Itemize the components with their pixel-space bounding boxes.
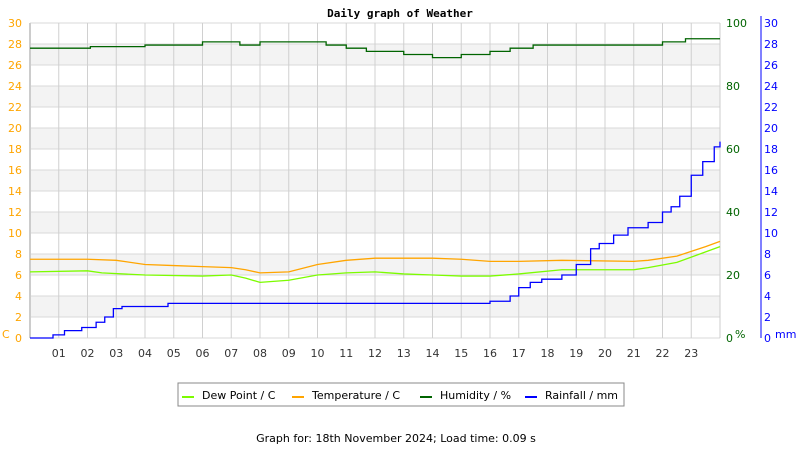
legend: Dew Point / C Temperature / C Humidity / %… <box>177 382 625 407</box>
rainfall-tick-label: 14 <box>764 185 778 198</box>
x-tick-label: 23 <box>684 347 698 360</box>
left-tick-label: 16 <box>8 164 22 177</box>
x-tick-label: 18 <box>541 347 555 360</box>
rainfall-tick-label: 20 <box>764 122 778 135</box>
x-tick-label: 07 <box>224 347 238 360</box>
left-tick-label: 6 <box>15 269 22 282</box>
left-tick-label: 20 <box>8 122 22 135</box>
rainfall-tick-label: 6 <box>764 269 771 282</box>
footer-text: Graph for: 18th November 2024; Load time… <box>256 432 536 445</box>
x-tick-label: 04 <box>138 347 152 360</box>
x-tick-label: 03 <box>109 347 123 360</box>
x-tick-label: 08 <box>253 347 267 360</box>
humidity-axis-unit: % <box>735 328 745 341</box>
rainfall-tick-label: 26 <box>764 59 778 72</box>
left-tick-label: 0 <box>15 332 22 345</box>
legend-label: Humidity / % <box>440 389 511 402</box>
rainfall-tick-label: 18 <box>764 143 778 156</box>
x-tick-label: 22 <box>656 347 670 360</box>
series-line-temperature <box>30 240 721 274</box>
left-tick-label: 8 <box>15 248 22 261</box>
series-line-humidity <box>30 38 720 59</box>
rainfall-tick-label: 16 <box>764 164 778 177</box>
rainfall-tick-label: 8 <box>764 248 771 261</box>
rainfall-tick-label: 0 <box>764 332 771 345</box>
x-tick-label: 01 <box>52 347 66 360</box>
rainfall-tick-label: 2 <box>764 311 771 324</box>
rainfall-tick-label: 10 <box>764 227 778 240</box>
x-tick-label: 17 <box>512 347 526 360</box>
x-tick-label: 15 <box>454 347 468 360</box>
humidity-tick-label: 20 <box>726 269 740 282</box>
rainfall-tick-label: 24 <box>764 80 778 93</box>
humidity-tick-label: 40 <box>726 206 740 219</box>
humidity-tick-label: 60 <box>726 143 740 156</box>
x-tick-label: 16 <box>483 347 497 360</box>
left-axis-unit: C <box>2 328 10 341</box>
left-tick-label: 18 <box>8 143 22 156</box>
humidity-tick-label: 100 <box>726 17 747 30</box>
left-tick-label: 24 <box>8 80 22 93</box>
legend-label: Temperature / C <box>311 389 400 402</box>
left-tick-label: 14 <box>8 185 22 198</box>
left-tick-label: 22 <box>8 101 22 114</box>
rainfall-tick-label: 12 <box>764 206 778 219</box>
left-tick-label: 26 <box>8 59 22 72</box>
x-tick-label: 21 <box>627 347 641 360</box>
left-tick-label: 30 <box>8 17 22 30</box>
left-tick-label: 10 <box>8 227 22 240</box>
left-tick-label: 28 <box>8 38 22 51</box>
x-tick-label: 05 <box>167 347 181 360</box>
left-tick-label: 4 <box>15 290 22 303</box>
humidity-tick-label: 80 <box>726 80 740 93</box>
rainfall-tick-label: 22 <box>764 101 778 114</box>
rainfall-tick-label: 28 <box>764 38 778 51</box>
chart-title: Daily graph of Weather <box>327 7 473 20</box>
x-tick-label: 14 <box>426 347 440 360</box>
x-tick-label: 10 <box>311 347 325 360</box>
rainfall-tick-label: 4 <box>764 290 771 303</box>
x-tick-label: 13 <box>397 347 411 360</box>
x-tick-label: 11 <box>339 347 353 360</box>
x-tick-label: 12 <box>368 347 382 360</box>
legend-label: Dew Point / C <box>202 389 276 402</box>
left-tick-label: 2 <box>15 311 22 324</box>
x-tick-label: 20 <box>598 347 612 360</box>
rainfall-tick-label: 30 <box>764 17 778 30</box>
left-tick-label: 12 <box>8 206 22 219</box>
legend-label: Rainfall / mm <box>545 389 618 402</box>
x-tick-label: 06 <box>196 347 210 360</box>
x-tick-label: 19 <box>569 347 583 360</box>
x-tick-label: 09 <box>282 347 296 360</box>
series-line-rainfall <box>30 141 721 339</box>
legend-box <box>177 382 625 407</box>
series-line-dew <box>29 246 721 284</box>
x-tick-label: 02 <box>81 347 95 360</box>
humidity-tick-label: 0 <box>726 332 733 345</box>
rainfall-axis-unit: mm <box>775 328 796 341</box>
